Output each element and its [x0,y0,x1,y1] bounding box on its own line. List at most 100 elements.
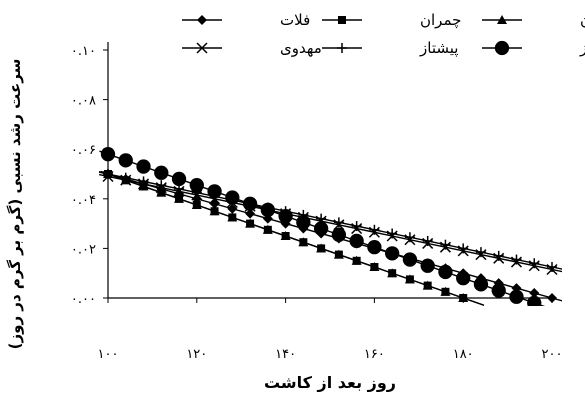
legend: فلات چمران گاسکوژن مهدوی پیشتاز شیراز [182,11,585,58]
y-tick-label: ۰.۰۰ [71,292,96,307]
data-point [174,193,185,203]
data-point [245,218,256,228]
data-point [227,203,238,214]
legend-item: فلات [182,11,310,29]
data-point [529,258,540,269]
series-line [100,170,485,306]
x-tick-label: ۱۴۰ [275,347,296,362]
plot-area [98,147,562,306]
data-point [156,180,167,191]
legend-label: فلات [280,11,310,29]
data-point [136,159,151,174]
data-point [473,277,489,292]
data-point [333,217,344,228]
y-tick-label: ۰.۰۲ [71,242,96,257]
data-point [456,271,471,286]
x-tick-label: ۱۸۰ [453,347,474,362]
data-point [458,243,469,254]
y-tick-label: ۰.۰۶ [71,143,96,158]
y-tick-label: ۰.۰۸ [71,94,96,109]
legend-item: شیراز [482,39,585,57]
x-tick-label: ۲۰۰ [542,347,563,362]
data-point [511,254,522,265]
data-point [260,202,275,218]
data-point [296,215,311,230]
data-point [547,262,557,272]
data-point [278,209,293,224]
data-point [298,237,309,247]
y-tick-label: ۰.۱۰ [71,44,96,59]
series-circle [99,147,546,306]
data-point [493,250,504,261]
data-point [225,190,240,205]
data-point [189,178,204,193]
legend-marker [494,40,510,56]
data-point [313,221,329,236]
legend-label: گاسکوژن [580,11,585,29]
data-point [351,255,362,265]
data-point [156,187,167,197]
series-triangle [100,169,485,306]
data-point [475,247,486,258]
data-point [422,280,433,290]
data-point [207,184,222,199]
x-tick-label: ۱۶۰ [364,347,385,362]
series-line [98,173,562,273]
data-point [154,165,169,180]
data-point [369,262,380,271]
legend-item: پیشتاز [322,39,458,58]
data-point [369,224,380,235]
legend-item: چمران [322,11,461,29]
data-point [385,246,400,261]
data-point [118,153,133,168]
data-point [242,196,258,211]
data-point [440,239,451,250]
data-point [262,224,273,234]
data-point [422,235,433,246]
data-point [491,283,506,298]
data-point [191,200,202,209]
y-tick-label: ۰.۰۴ [71,193,96,208]
data-point [404,274,415,284]
x-axis-label: روز بعد از کاشت [264,373,396,392]
data-point [331,227,347,242]
legend-item: گاسکوژن [482,11,585,29]
data-point [529,288,540,299]
legend-marker [497,15,507,24]
data-point [351,221,362,232]
data-point [171,171,187,187]
legend-label: مهدوی [280,39,322,57]
legend-marker [197,15,207,25]
data-point [316,243,327,253]
data-point [367,240,382,255]
data-point [209,206,220,216]
data-point [120,172,131,183]
data-point [138,176,149,187]
y-axis-label: سرعت رشد نسبی (گرم بر گرم در روز) [6,59,24,350]
data-point [404,232,415,243]
data-point [420,258,435,273]
axes: ۰.۰۰ ۰.۰۲ ۰.۰۴ ۰.۰۶ ۰.۰۸ ۰.۱۰ ۱۰۰ ۱۲۰ ۱۴۰ ۱۶۰ ۱۸۰ ۲… [71,42,563,362]
data-point [387,228,398,239]
data-point [509,289,524,304]
data-point [349,233,364,249]
data-point [440,286,451,296]
legend-marker [337,43,347,53]
x-tick-label: ۱۲۰ [186,347,207,362]
legend-marker [338,16,346,24]
data-point [438,264,453,280]
data-point [227,212,238,222]
legend-label: پیشتاز [419,39,458,58]
x-tick-label: ۱۰۰ [98,347,119,362]
data-point [402,252,418,267]
data-point [280,231,291,240]
legend-label: شیراز [579,39,585,57]
legend-marker [196,42,208,54]
series-area [98,147,562,306]
legend-item: مهدوی [182,39,322,57]
data-point [245,208,256,219]
legend-label: چمران [420,11,461,29]
data-point [387,268,398,278]
data-point [333,249,344,259]
